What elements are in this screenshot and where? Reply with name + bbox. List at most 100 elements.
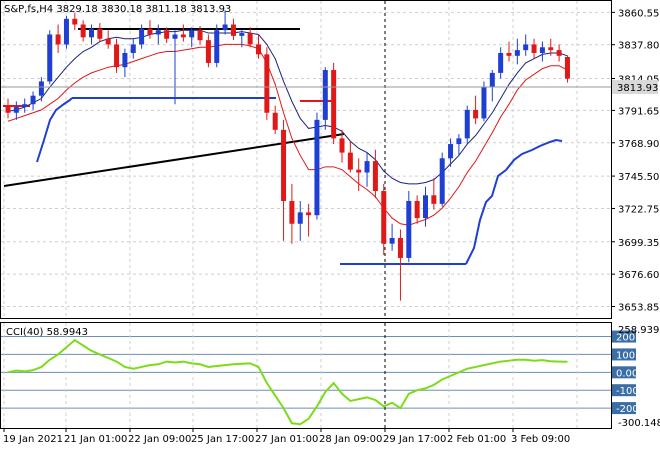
candle-body: [189, 30, 195, 38]
candle-body: [314, 119, 320, 216]
time-tick-label: 3 Feb 09:00: [511, 434, 570, 445]
candle: [264, 47, 270, 120]
time-tick-label: 25 Jan 17:00: [191, 434, 254, 445]
candle: [55, 24, 61, 53]
candle: [548, 38, 554, 56]
candle: [498, 47, 504, 79]
candle: [89, 24, 94, 45]
candle-body: [281, 129, 287, 201]
candle-body: [473, 109, 479, 119]
price-tick-label: 3653.85: [618, 303, 659, 314]
cci-max-label: 258.9393: [618, 325, 660, 336]
candle-body: [180, 34, 186, 38]
candle: [339, 129, 345, 163]
cci-level-label: 0.00: [616, 368, 638, 379]
candle-body: [47, 34, 53, 82]
candle-body: [5, 105, 11, 113]
candle: [506, 41, 512, 62]
candle-body: [297, 212, 303, 224]
candle-body: [289, 200, 295, 224]
price-tick-label: 3860.55: [618, 8, 659, 19]
price-axis: 3860.553837.803814.053791.653768.903745.…: [611, 8, 659, 314]
candle-body: [230, 24, 236, 36]
time-tick-label: 28 Jan 09:00: [319, 434, 382, 445]
candle-body: [539, 47, 545, 53]
candle: [397, 229, 403, 301]
candle-body: [464, 109, 470, 139]
cci-level-label: -100: [616, 386, 639, 397]
candle-body: [514, 50, 520, 56]
candle: [256, 34, 261, 59]
price-tick-label: 3699.35: [618, 238, 659, 249]
candle: [564, 55, 570, 83]
candle-body: [389, 237, 395, 244]
symbol-header: S&P,fs,H4 3829.18 3830.18 3811.18 3813.9…: [4, 4, 231, 15]
candle-body: [498, 52, 504, 73]
candle: [539, 41, 545, 62]
time-tick-label: 21 Jan 01:00: [64, 434, 127, 445]
price-panel-frame: [0, 0, 612, 319]
cci-min-label: -300.148: [618, 418, 660, 429]
candle-body: [130, 44, 136, 53]
candle: [423, 186, 428, 227]
cci-level-tag: [612, 402, 636, 415]
trendline-support[interactable]: [3, 133, 345, 187]
cci-header: CCI(40) 58.9943: [6, 327, 88, 338]
candle-body: [564, 56, 570, 79]
candle: [556, 44, 562, 62]
time-tick-label: 2 Feb 01:00: [447, 434, 506, 445]
candle: [531, 38, 537, 59]
indicator-panel-frame: [0, 322, 612, 429]
candle-body: [364, 161, 370, 173]
candle: [47, 30, 53, 85]
candle-body: [63, 18, 69, 45]
candle-body: [306, 212, 312, 216]
candles: [5, 10, 570, 301]
candle: [389, 223, 395, 251]
candle-body: [105, 38, 111, 45]
cci-level-label: 200: [616, 333, 635, 344]
candle: [5, 98, 11, 119]
candle-body: [397, 237, 403, 258]
candle-body: [139, 28, 145, 45]
candle-body: [13, 107, 19, 113]
candle: [514, 38, 520, 65]
cci-level-tag: [612, 348, 636, 361]
candle-body: [331, 70, 337, 139]
candle-body: [431, 195, 437, 204]
candle: [205, 34, 211, 68]
candle-body: [439, 158, 445, 204]
candle: [322, 67, 328, 130]
candle-body: [381, 191, 387, 244]
candle: [114, 38, 120, 73]
cci-level-label: -200: [616, 404, 639, 415]
candle-body: [247, 33, 253, 45]
price-tick-label: 3768.90: [618, 139, 659, 150]
candle: [214, 24, 220, 68]
candle: [456, 134, 462, 156]
red-moving-average: [7, 43, 568, 226]
candle: [239, 30, 245, 48]
candle-body: [97, 28, 103, 39]
candle: [523, 34, 529, 56]
candle-body: [406, 200, 412, 258]
candle: [38, 77, 44, 102]
candle-body: [72, 18, 78, 25]
cci-level-tag: [612, 330, 636, 343]
candle: [13, 101, 19, 120]
candle: [63, 15, 69, 49]
price-tick-label: 3745.50: [618, 172, 659, 183]
candle: [356, 158, 362, 192]
candle-body: [523, 44, 529, 51]
blue-moving-average: [7, 29, 568, 185]
candle-body: [322, 70, 328, 120]
candle-body: [456, 138, 462, 145]
candle-body: [356, 169, 362, 173]
candle-body: [256, 44, 261, 55]
candle-body: [506, 52, 512, 56]
candle: [439, 152, 445, 207]
candle-body: [372, 161, 378, 192]
candle: [189, 27, 195, 48]
candle: [197, 25, 203, 45]
candle-body: [155, 30, 161, 35]
